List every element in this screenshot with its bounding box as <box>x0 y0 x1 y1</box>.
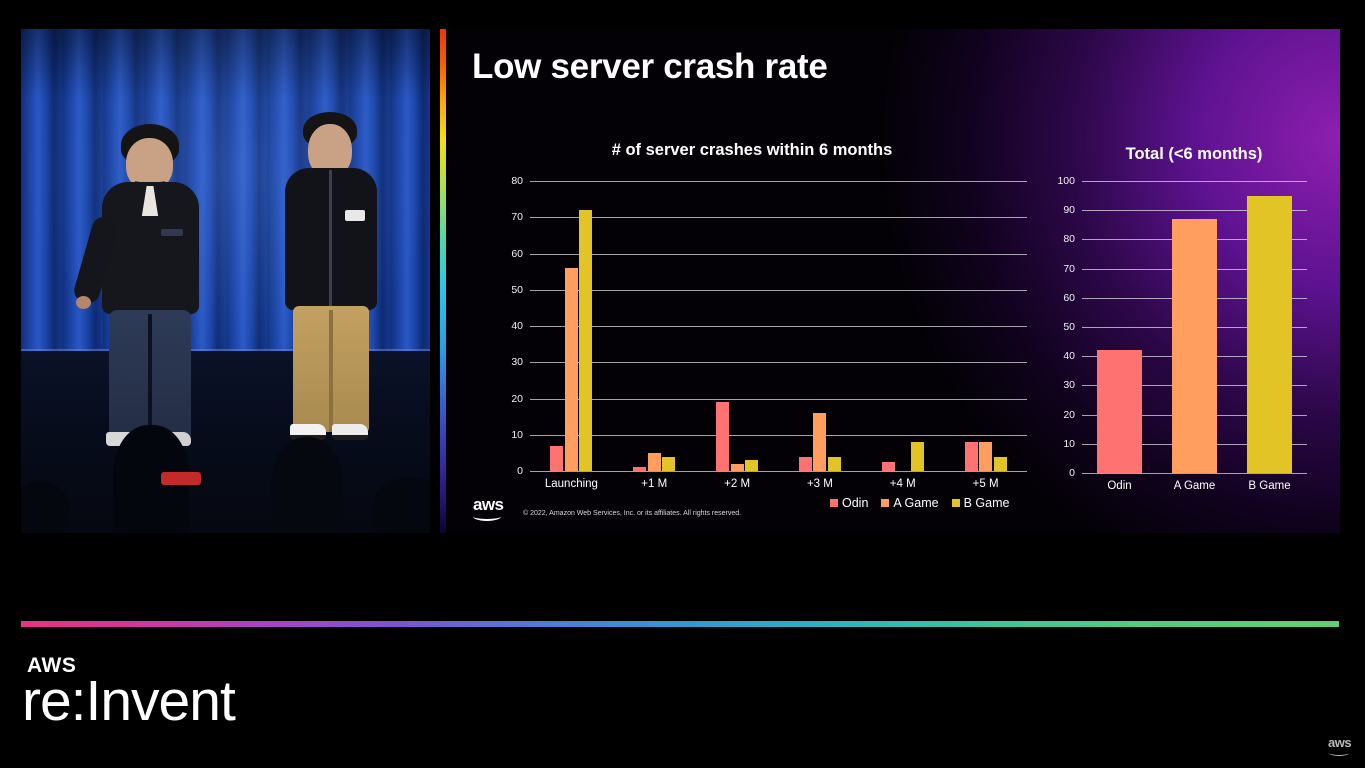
y-axis-tick-label: 10 <box>511 428 523 441</box>
legend-item-a-game[interactable]: A Game <box>881 496 939 510</box>
x-axis-tick-label: +5 M <box>972 478 999 490</box>
x-axis-tick-label: +3 M <box>806 478 833 490</box>
audience-silhouette <box>373 477 430 533</box>
gridline <box>1082 181 1307 182</box>
reinvent-aws-text: AWS <box>27 654 77 677</box>
legend-label: Odin <box>842 496 869 510</box>
reinvent-wordmark: re:Invent <box>22 669 236 733</box>
chart-title-monthly: # of server crashes within 6 months <box>611 141 893 159</box>
x-axis-tick-label: +4 M <box>889 478 916 490</box>
speaker-video-panel[interactable] <box>21 29 430 533</box>
corner-aws-logo: aws <box>1328 735 1352 750</box>
aws-logo-text: aws <box>473 495 504 514</box>
bar-b-game <box>662 456 676 471</box>
y-axis-tick-label: 30 <box>1063 379 1075 392</box>
y-axis-tick-label: 80 <box>1063 233 1075 246</box>
y-axis-tick-label: 50 <box>511 283 523 296</box>
x-axis-tick-label: B Game <box>1248 480 1291 492</box>
presenter-right <box>279 112 409 457</box>
audience-silhouette <box>21 481 69 533</box>
gridline <box>530 434 1027 436</box>
y-axis-tick-label: 0 <box>517 464 523 477</box>
gridline <box>530 398 1027 400</box>
presenter-left <box>71 124 244 454</box>
gridline <box>530 471 1027 472</box>
bar-a-game <box>647 452 661 471</box>
legend-swatch-icon <box>881 499 890 507</box>
bar-a-game <box>564 268 578 471</box>
legend-swatch-icon <box>951 499 960 507</box>
gridline <box>530 217 1027 219</box>
bar-a-game <box>813 413 827 471</box>
gridline <box>530 253 1027 255</box>
bar-a-game <box>979 442 993 471</box>
legend-label: A Game <box>893 496 939 510</box>
stage-edge-line <box>21 349 430 351</box>
corner-aws-smile-icon <box>1329 750 1349 756</box>
bar-a-game <box>730 463 744 471</box>
y-axis-tick-label: 100 <box>1057 174 1075 187</box>
y-axis-tick-label: 80 <box>511 174 523 187</box>
plot-area-total: 0 10 20 30 40 50 60 70 80 90 100 Odin A Game B Game <box>1057 176 1307 492</box>
legend-item-b-game[interactable]: B Game <box>951 496 1010 510</box>
bar-a-game <box>1172 218 1217 473</box>
legend-swatch-icon <box>830 499 838 507</box>
legend-item-odin[interactable]: Odin <box>830 496 868 510</box>
legend-label: B Game <box>963 496 1010 510</box>
bar-b-game <box>827 456 841 471</box>
y-axis-tick-label: 70 <box>1063 262 1075 275</box>
gridline <box>530 326 1027 327</box>
y-axis-tick-label: 60 <box>1063 291 1075 304</box>
y-axis-tick-label: 40 <box>1063 349 1075 362</box>
y-axis-tick-label: 40 <box>511 319 523 332</box>
gridline <box>530 181 1027 182</box>
bar-b-game <box>910 442 924 471</box>
bar-odin <box>881 461 895 471</box>
x-axis-tick-label: Odin <box>1107 480 1132 492</box>
y-axis-tick-label: 20 <box>511 392 523 405</box>
slide-title: Low server crash rate <box>472 47 828 86</box>
gridline <box>530 289 1027 291</box>
y-axis-tick-label: 70 <box>511 211 523 223</box>
x-axis-tick-label: +2 M <box>724 478 751 490</box>
rainbow-divider <box>21 621 1339 627</box>
x-axis-tick-label: Launching <box>544 478 598 490</box>
bar-b-game <box>745 460 759 471</box>
y-axis-tick-label: 50 <box>1063 320 1075 333</box>
bar-odin <box>964 442 978 471</box>
bar-odin <box>550 445 564 471</box>
stage-red-object <box>161 472 201 485</box>
y-axis-tick-label: 90 <box>1063 203 1075 216</box>
gridline <box>1082 473 1307 474</box>
y-axis-tick-label: 0 <box>1069 466 1075 479</box>
bar-odin <box>1097 350 1142 473</box>
slide-content: Low server crash rate # of server crashe… <box>440 29 1340 533</box>
chart-title-total: Total (<6 months) <box>1125 145 1263 163</box>
y-axis-tick-label: 20 <box>1063 408 1075 421</box>
bar-odin <box>633 467 647 471</box>
aws-smile-icon <box>473 512 501 521</box>
bar-b-game <box>579 210 593 471</box>
x-axis-tick-label: +1 M <box>641 478 668 490</box>
bar-b-game <box>1247 195 1292 473</box>
bar-odin <box>798 456 812 471</box>
audience-silhouette <box>271 437 343 533</box>
bar-b-game <box>993 456 1007 471</box>
gridline <box>530 362 1027 364</box>
y-axis-tick-label: 10 <box>1063 437 1075 450</box>
x-axis-tick-label: A Game <box>1173 480 1216 492</box>
y-axis-tick-label: 30 <box>511 356 523 368</box>
bar-odin <box>716 402 730 471</box>
slide-accent-bar <box>440 29 446 533</box>
gridline <box>1082 210 1307 212</box>
plot-area-monthly: 0 10 20 30 40 50 60 70 80 Launching +1 M +2 M +3 M +4… <box>511 176 1027 490</box>
chart-legend[interactable]: Odin A Game B Game <box>830 496 1009 510</box>
copyright-notice: © 2022, Amazon Web Services, Inc. or its… <box>523 510 742 517</box>
y-axis-tick-label: 60 <box>511 247 523 260</box>
